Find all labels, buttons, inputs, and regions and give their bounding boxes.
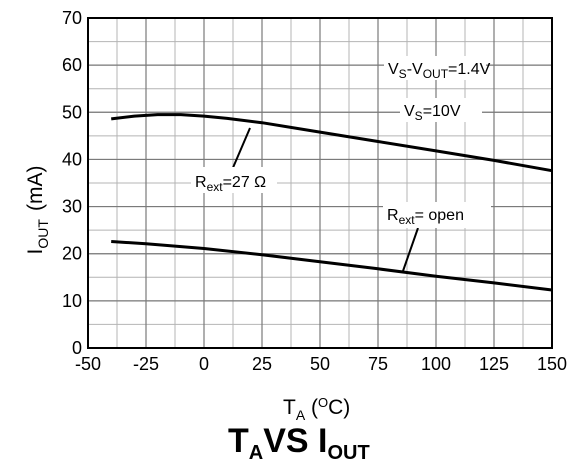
- y-tick-label: 0: [72, 338, 82, 358]
- y-tick-label: 70: [62, 8, 82, 28]
- annotation-vs-vout: VS-VOUT=1.4V: [388, 61, 491, 81]
- anno-1-value: =1.4V: [448, 61, 491, 78]
- x-tick-label: 50: [310, 354, 330, 374]
- x-tick-label: 125: [479, 354, 509, 374]
- x-tick-label: 0: [199, 354, 209, 374]
- series-2-label-bg: [383, 202, 491, 228]
- series-line-1: [111, 113, 553, 173]
- annotation-vs: VS=10V: [404, 103, 461, 123]
- annotation-2-bg: [400, 98, 482, 122]
- x-tick-label: 25: [252, 354, 272, 374]
- y-tick-labels: 0 10 20 30 40 50 60 70: [62, 8, 82, 358]
- y-tick-label: 40: [62, 149, 82, 169]
- x-tick-label: 75: [368, 354, 388, 374]
- series-lines: [111, 113, 553, 292]
- series-1-sub-ext: ext: [207, 180, 224, 194]
- anno-2-v: V: [404, 103, 415, 120]
- y-tick-label: 10: [62, 291, 82, 311]
- series-2-sub-ext: ext: [399, 213, 416, 227]
- anno-2-sub-s: S: [415, 109, 423, 123]
- title-t: T: [228, 422, 249, 460]
- y-tick-label: 30: [62, 197, 82, 217]
- annotation-1-bg: [384, 56, 486, 80]
- xlabel-degree: O: [318, 395, 328, 410]
- series-2-r: R: [387, 207, 399, 224]
- xlabel-open: (: [305, 396, 318, 419]
- series-label-rext-open: Rext= open: [387, 207, 464, 227]
- plot-frame: [87, 17, 553, 349]
- anno-1-sub-s: S: [399, 67, 407, 81]
- title-sub-out: OUT: [327, 442, 369, 464]
- series-2-leader: [402, 227, 419, 272]
- y-axis-label: IOUT (mA): [24, 166, 51, 255]
- anno-1-v: V: [388, 61, 399, 78]
- x-tick-labels: -50 -25 0 25 50 75 100 125 150: [75, 354, 567, 374]
- series-line-2: [111, 240, 553, 292]
- series-label-rext-27: Rext=27 Ω: [195, 174, 266, 194]
- xlabel-sub-a: A: [296, 407, 306, 423]
- ylabel-i: I: [24, 249, 47, 255]
- x-tick-label: 100: [421, 354, 451, 374]
- anno-1-minus-v: -V: [407, 61, 423, 78]
- y-tick-label: 50: [62, 102, 82, 122]
- ylabel-sub-out: OUT: [35, 219, 51, 249]
- x-tick-label: 150: [537, 354, 567, 374]
- series-2-value: = open: [415, 207, 464, 224]
- series-1-value: =27 Ω: [223, 174, 267, 191]
- xlabel-unit: C): [328, 396, 350, 419]
- y-tick-label: 60: [62, 55, 82, 75]
- series-1-r: R: [195, 174, 207, 191]
- anno-2-value: =10V: [423, 103, 461, 120]
- ylabel-unit: (mA): [24, 166, 47, 212]
- chart-title: TAVS IOUT: [228, 422, 370, 464]
- x-tick-label: -50: [75, 354, 101, 374]
- label-leaders: [231, 127, 419, 272]
- x-tick-label: -25: [133, 354, 159, 374]
- title-sub-a: A: [249, 442, 263, 464]
- y-tick-label: 20: [62, 244, 82, 264]
- x-axis-label: TA (OC): [283, 395, 350, 423]
- xlabel-t: T: [283, 396, 296, 419]
- anno-1-sub-out: OUT: [423, 67, 449, 81]
- series-1-label-bg: [191, 167, 277, 193]
- title-vs-i: VS I: [263, 422, 327, 460]
- series-1-leader: [231, 127, 251, 171]
